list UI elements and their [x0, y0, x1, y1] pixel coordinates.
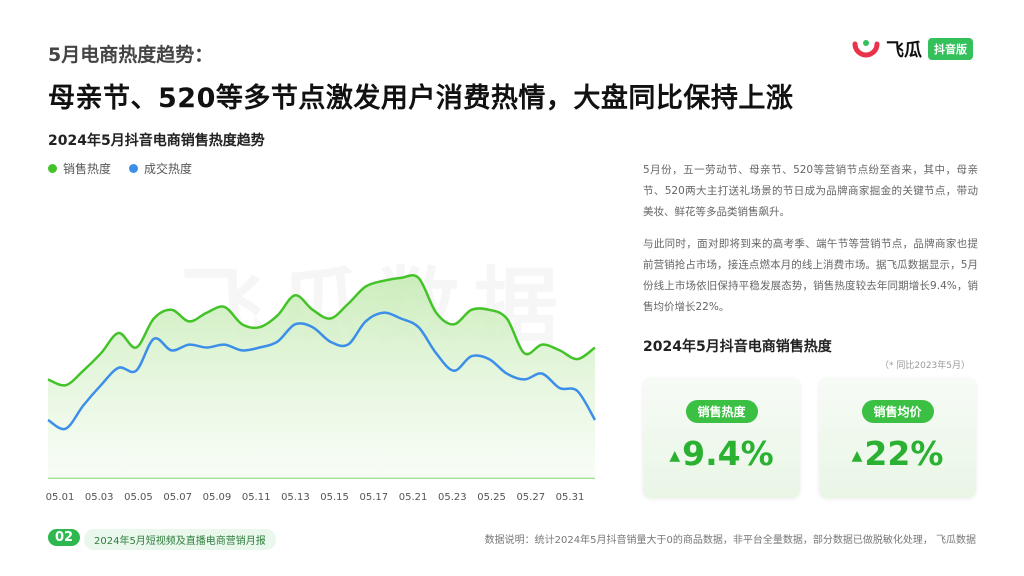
legend-dot-deals	[129, 164, 139, 173]
x-tick-label: 05.15	[320, 492, 349, 503]
chart-title: 2024年5月抖音电商销售热度趋势	[48, 133, 265, 149]
kpi-label: 销售均价	[861, 400, 934, 423]
x-tick-label: 05.23	[438, 492, 467, 503]
x-tick-label: 05.03	[85, 492, 114, 503]
x-tick-label: 05.13	[281, 492, 310, 503]
kpi-value: ▲22%	[819, 434, 976, 473]
series-line-1	[47, 311, 597, 431]
kpi-value: ▲9.4%	[643, 434, 800, 473]
x-tick-label: 05.21	[399, 492, 428, 503]
series-area-0	[48, 275, 595, 478]
melon-logo-icon	[852, 40, 880, 58]
description: 5月份，五一劳动节、母亲节、520等营销节点纷至沓来，其中，母亲节、520两大主…	[643, 160, 978, 329]
up-arrow-icon: ▲	[851, 447, 863, 464]
x-tick-label: 05.01	[46, 492, 75, 503]
logo-badge: 抖音版	[928, 38, 973, 60]
x-tick-label: 05.17	[360, 492, 389, 503]
kpi-title: 2024年5月抖音电商销售热度	[643, 339, 832, 355]
series-line-0	[47, 273, 596, 387]
legend-item-sales: 销售热度	[48, 160, 111, 177]
x-tick-label: 05.27	[516, 492, 545, 503]
x-tick-label: 05.25	[477, 492, 506, 503]
legend-label-sales: 销售热度	[63, 162, 112, 176]
brand-logo: 飞瓜 抖音版	[852, 36, 973, 62]
x-tick-label: 05.11	[242, 492, 271, 503]
kpi-card-sales-heat: 销售热度 ▲9.4%	[643, 378, 800, 498]
x-tick-label: 05.09	[203, 492, 232, 503]
legend-item-deals: 成交热度	[129, 160, 192, 177]
page-title: 母亲节、520等多节点激发用户消费热情，大盘同比保持上涨	[48, 83, 794, 114]
up-arrow-icon: ▲	[669, 447, 681, 464]
x-tick-label: 05.05	[124, 492, 153, 503]
page-number: 02	[48, 529, 81, 546]
legend-dot-sales	[48, 164, 57, 173]
description-paragraph-1: 5月份，五一劳动节、母亲节、520等营销节点纷至沓来，其中，母亲节、520两大主…	[643, 164, 978, 218]
x-tick-label: 05.31	[556, 492, 585, 503]
report-name: 2024年5月短视频及直播电商营销月报	[84, 529, 276, 550]
logo-text: 飞瓜	[886, 40, 922, 61]
kpi-card-avg-price: 销售均价 ▲22%	[819, 378, 976, 498]
description-paragraph-2: 与此同时，面对即将到来的高考季、端午节等营销节点，品牌商家也提前营销抢占市场，接…	[643, 238, 978, 313]
kpi-label: 销售热度	[685, 400, 758, 423]
legend-label-deals: 成交热度	[144, 162, 193, 176]
page-eyebrow: 5月电商热度趋势：	[48, 44, 214, 66]
chart-legend: 销售热度 成交热度	[48, 160, 192, 177]
x-tick-label: 05.07	[163, 492, 192, 503]
kpi-note: （* 同比2023年5月）	[880, 361, 970, 371]
kpi-number: 9.4%	[682, 434, 774, 473]
kpi-number: 22%	[864, 434, 944, 473]
data-note: 数据说明：统计2024年5月抖音销量大于0的商品数据，非平台全量数据，部分数据已…	[484, 535, 976, 546]
trend-chart: 05.01 05.03 05.05 05.07 05.09 05.11 05.13 05.15…	[46, 273, 597, 503]
